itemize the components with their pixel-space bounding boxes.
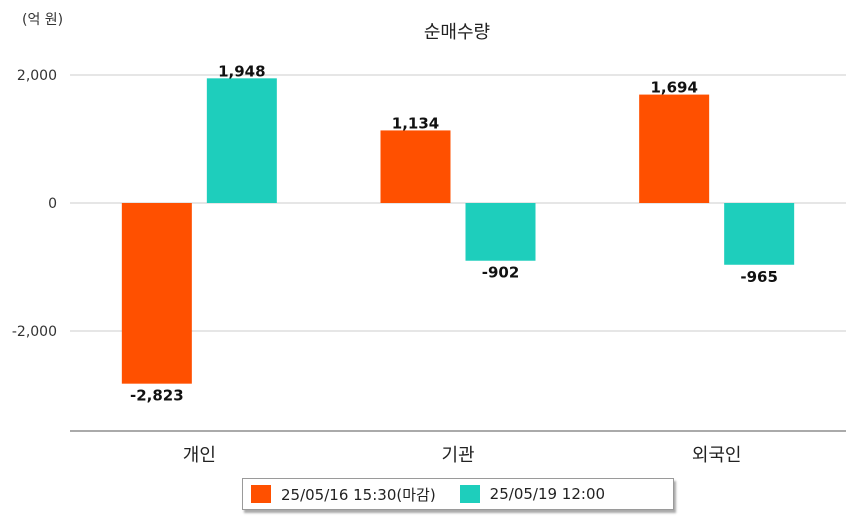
x-tick-label: 기관 (441, 445, 474, 466)
data-label: 1,134 (392, 114, 439, 132)
data-label: -965 (740, 268, 778, 286)
chart-title: 순매수량 (424, 22, 490, 43)
legend-item-series-2[interactable]: 25/05/19 12:00 (459, 485, 606, 503)
data-label: -902 (482, 264, 520, 282)
x-tick-label: 개인 (183, 445, 216, 466)
bar[interactable] (724, 203, 795, 265)
legend-swatch-series-1 (251, 485, 271, 503)
data-label: 1,694 (650, 79, 697, 97)
bar[interactable] (380, 130, 451, 203)
y-tick-label: -2,000 (12, 324, 57, 340)
data-label: -2,823 (130, 387, 184, 405)
legend-item-series-1[interactable]: 25/05/16 15:30(마감) (251, 484, 436, 505)
bar[interactable] (121, 203, 192, 384)
bar[interactable] (465, 203, 536, 261)
legend-swatch-series-2 (459, 485, 480, 503)
y-tick-label: 0 (48, 196, 57, 212)
x-tick-label: 외국인 (692, 445, 742, 466)
data-label: 1,948 (218, 62, 265, 80)
legend-label-series-1: 25/05/16 15:30(마감) (281, 485, 436, 504)
y-tick-label: 2,000 (17, 68, 57, 84)
unit-label: (억 원) (22, 12, 63, 28)
legend-label-series-2: 25/05/19 12:00 (489, 485, 606, 503)
legend: 25/05/16 15:30(마감) 25/05/19 12:00 (242, 478, 674, 510)
bar[interactable] (639, 94, 710, 203)
bar[interactable] (206, 78, 277, 203)
